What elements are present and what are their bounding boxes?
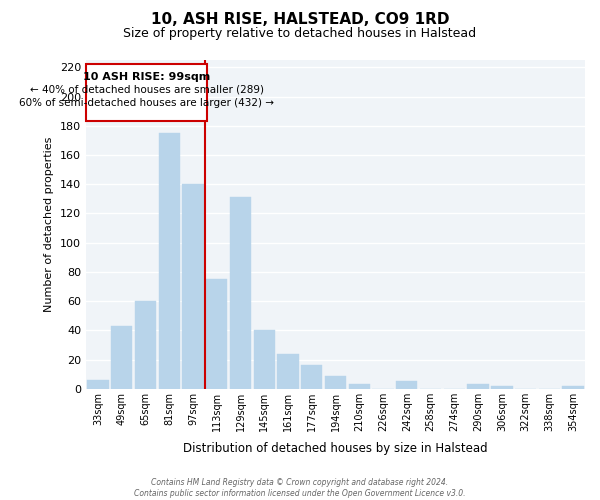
Text: 60% of semi-detached houses are larger (432) →: 60% of semi-detached houses are larger (… [19,98,274,108]
Text: Size of property relative to detached houses in Halstead: Size of property relative to detached ho… [124,28,476,40]
Bar [562,386,584,388]
Bar [230,198,251,388]
Bar [491,386,512,388]
Bar [135,301,156,388]
Bar [87,380,109,388]
X-axis label: Distribution of detached houses by size in Halstead: Distribution of detached houses by size … [183,442,488,455]
Bar [349,384,370,388]
Bar [396,382,418,388]
Bar [182,184,203,388]
Text: 10, ASH RISE, HALSTEAD, CO9 1RD: 10, ASH RISE, HALSTEAD, CO9 1RD [151,12,449,28]
Y-axis label: Number of detached properties: Number of detached properties [44,136,55,312]
Bar [254,330,275,388]
Bar [277,354,299,388]
Bar [467,384,489,388]
Bar [325,376,346,388]
Bar [301,366,322,388]
Bar [158,133,180,388]
Text: ← 40% of detached houses are smaller (289): ← 40% of detached houses are smaller (28… [29,85,263,95]
Bar [206,279,227,388]
Bar [86,64,207,122]
Bar [111,326,133,388]
Text: Contains HM Land Registry data © Crown copyright and database right 2024.
Contai: Contains HM Land Registry data © Crown c… [134,478,466,498]
Text: 10 ASH RISE: 99sqm: 10 ASH RISE: 99sqm [83,72,210,82]
